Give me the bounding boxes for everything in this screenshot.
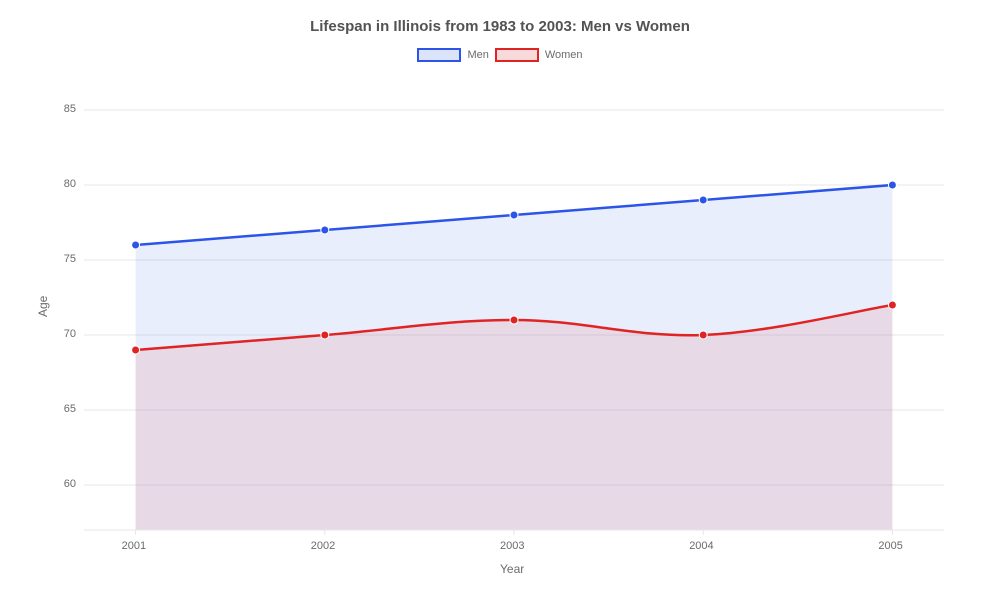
legend-item-women: Women: [495, 48, 583, 62]
plot-area: [84, 80, 944, 530]
x-tick-label: 2002: [311, 540, 335, 552]
legend-label-men: Men: [467, 49, 488, 61]
legend-swatch-men: [417, 48, 461, 62]
y-tick-label: 60: [64, 478, 76, 490]
x-axis-label: Year: [500, 562, 524, 576]
y-tick-label: 85: [64, 103, 76, 115]
x-tick-label: 2003: [500, 540, 524, 552]
x-tick-label: 2004: [689, 540, 713, 552]
legend-item-men: Men: [417, 48, 488, 62]
y-tick-label: 65: [64, 403, 76, 415]
x-tick-label: 2005: [878, 540, 902, 552]
y-tick-label: 75: [64, 253, 76, 265]
y-tick-label: 80: [64, 178, 76, 190]
legend-label-women: Women: [545, 49, 583, 61]
y-axis-label: Age: [36, 296, 50, 317]
legend-swatch-women: [495, 48, 539, 62]
chart-legend: Men Women: [0, 48, 1000, 62]
y-tick-label: 70: [64, 328, 76, 340]
chart-title: Lifespan in Illinois from 1983 to 2003: …: [0, 18, 1000, 35]
x-tick-label: 2001: [122, 540, 146, 552]
